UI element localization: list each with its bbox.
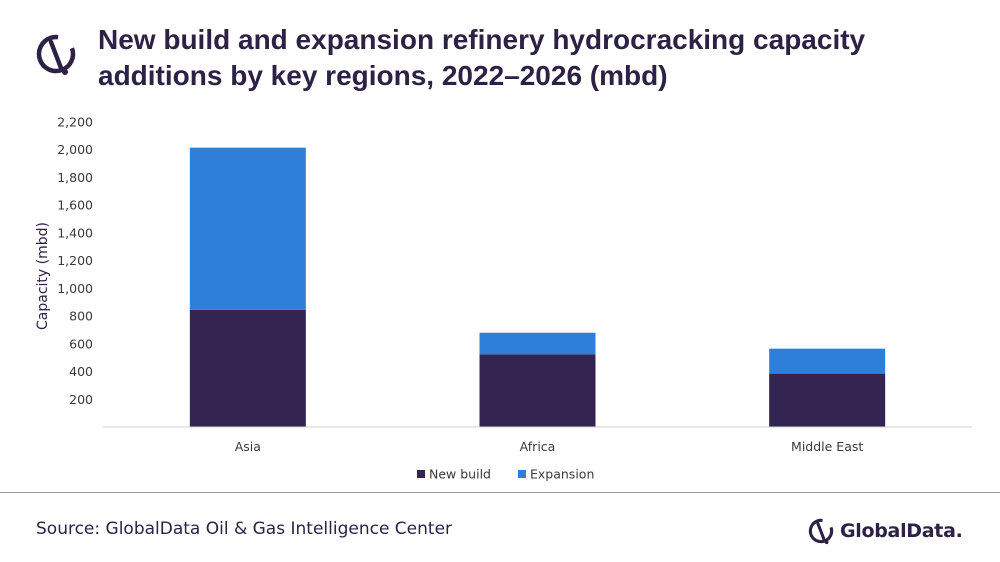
globaldata-logo-icon xyxy=(36,34,76,75)
brand-name: GlobalData. xyxy=(840,520,963,542)
y-tick-label: 1,000 xyxy=(57,281,93,296)
legend-swatch xyxy=(417,470,425,478)
legend-swatch xyxy=(518,470,526,478)
y-tick-label: 1,800 xyxy=(57,170,93,185)
x-axis: Asia Africa Middle East xyxy=(235,439,864,454)
y-tick-label: 1,400 xyxy=(57,225,93,240)
stacked-bar-chart: 200 400 600 800 1,000 1,200 1,400 1,600 1,800 2,0… xyxy=(35,115,972,482)
y-tick-label: 2,200 xyxy=(57,115,93,130)
y-axis: 200 400 600 800 1,000 1,200 1,400 1,600 1,800 2,0… xyxy=(57,115,93,407)
y-tick-label: 1,600 xyxy=(57,198,93,213)
footer-divider xyxy=(0,492,1000,493)
bar-expansion xyxy=(189,147,306,310)
legend-label: New build xyxy=(429,467,491,482)
y-tick-label: 800 xyxy=(69,309,93,324)
bar-new-build xyxy=(769,373,886,427)
legend-label: Expansion xyxy=(530,467,594,482)
source-note: Source: GlobalData Oil & Gas Intelligenc… xyxy=(36,519,453,539)
bar-new-build xyxy=(189,309,306,427)
globaldata-logo-icon xyxy=(808,518,834,545)
brand-logo: GlobalData. xyxy=(806,514,963,548)
y-tick-label: 200 xyxy=(69,392,93,407)
x-tick-label: Asia xyxy=(235,439,261,454)
y-tick-label: 2,000 xyxy=(57,142,93,157)
y-tick-label: 1,200 xyxy=(57,253,93,268)
legend: New build Expansion xyxy=(417,467,594,482)
chart-title: New build and expansion refinery hydrocr… xyxy=(98,24,866,91)
bar-new-build xyxy=(479,354,596,427)
bar-expansion xyxy=(769,348,886,374)
y-tick-label: 600 xyxy=(69,336,93,351)
y-tick-label: 400 xyxy=(69,364,93,379)
x-tick-label: Middle East xyxy=(791,439,863,454)
bars xyxy=(189,147,886,427)
bar-expansion xyxy=(479,332,596,355)
x-tick-label: Africa xyxy=(520,439,556,454)
y-axis-title: Capacity (mbd) xyxy=(35,222,51,330)
